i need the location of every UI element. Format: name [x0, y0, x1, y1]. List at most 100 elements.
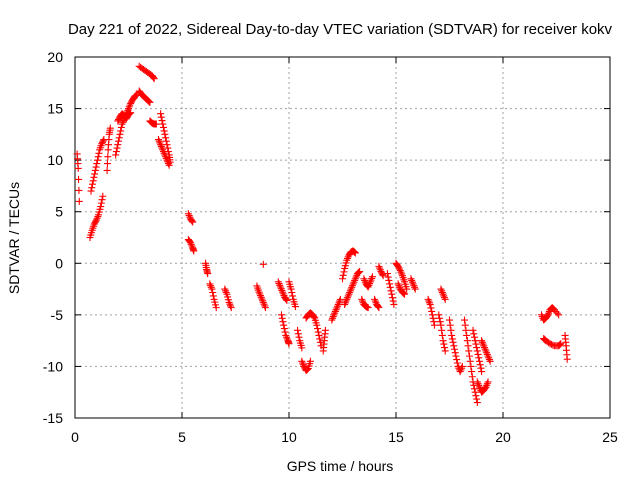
x-tick-label: 20: [495, 429, 511, 445]
data-point: [146, 98, 154, 106]
data-point: [475, 354, 483, 362]
data-point: [555, 311, 563, 319]
data-point: [448, 335, 456, 343]
data-point: [315, 331, 323, 339]
data-point: [446, 316, 453, 324]
data-point: [367, 276, 375, 284]
data-point: [348, 282, 356, 290]
data-point: [339, 271, 347, 279]
data-point: [411, 285, 419, 293]
data-point: [343, 295, 351, 303]
data-point: [204, 270, 212, 278]
data-point: [462, 326, 470, 334]
data-point: [470, 333, 478, 341]
data-point: [439, 337, 447, 345]
data-point: [340, 268, 348, 276]
data-point: [368, 273, 376, 281]
data-point: [187, 239, 195, 247]
data-point: [387, 287, 395, 295]
data-point: [336, 297, 344, 305]
data-point: [89, 177, 97, 185]
data-point: [431, 321, 439, 329]
data-point: [334, 302, 342, 310]
data-point: [155, 137, 163, 145]
data-point: [310, 313, 318, 321]
data-point: [331, 307, 339, 315]
data-point: [360, 275, 368, 283]
data-point: [385, 276, 393, 284]
data-point: [299, 359, 307, 367]
data-point: [104, 153, 112, 161]
data-point: [394, 280, 402, 288]
data-point: [368, 274, 376, 282]
y-tick-label: 20: [47, 49, 63, 65]
data-point: [126, 109, 134, 117]
data-point: [113, 144, 121, 152]
data-point: [458, 364, 466, 372]
y-tick-label: -15: [43, 410, 63, 426]
data-point: [159, 120, 167, 128]
data-point: [365, 281, 373, 289]
data-point: [481, 345, 489, 353]
data-point: [426, 301, 434, 309]
data-point: [351, 276, 359, 284]
data-point: [314, 325, 322, 333]
data-point: [483, 349, 491, 357]
data-point: [289, 292, 297, 300]
data-point: [279, 318, 287, 326]
data-point: [473, 399, 481, 407]
data-point: [339, 275, 346, 283]
data-point: [93, 214, 101, 222]
data-point: [329, 314, 337, 322]
data-point: [256, 292, 264, 300]
data-point: [329, 313, 337, 321]
data-point: [342, 297, 350, 305]
data-point: [355, 268, 363, 276]
data-point: [384, 273, 392, 281]
data-point: [163, 156, 171, 164]
data-point: [259, 298, 267, 306]
data-point: [116, 130, 124, 138]
data-point: [91, 170, 99, 178]
data-point: [276, 283, 284, 291]
data-point: [429, 314, 437, 322]
data-point: [343, 294, 351, 302]
data-point: [276, 281, 284, 289]
data-point: [471, 337, 479, 345]
data-point: [190, 247, 198, 255]
data-point: [206, 280, 214, 288]
data-point: [466, 357, 474, 365]
data-point: [282, 331, 290, 339]
data-point: [366, 278, 374, 286]
data-point: [469, 326, 477, 334]
data-point: [399, 289, 407, 297]
data-point: [162, 137, 170, 145]
data-point: [92, 216, 100, 224]
data-point: [92, 217, 100, 225]
data-point: [483, 380, 491, 388]
data-point: [95, 149, 103, 157]
data-point: [428, 311, 436, 319]
data-point: [438, 326, 446, 334]
data-point: [157, 110, 165, 118]
plot-frame: [74, 56, 611, 419]
data-point: [349, 280, 357, 288]
data-point: [472, 340, 480, 348]
data-point: [468, 373, 476, 381]
data-point: [278, 311, 286, 319]
data-point: [304, 365, 312, 373]
data-point: [145, 98, 153, 106]
data-point: [440, 292, 448, 300]
data-point: [335, 299, 343, 307]
data-point: [94, 213, 102, 221]
data-point: [162, 134, 170, 142]
data-point: [407, 275, 415, 283]
data-point: [316, 338, 324, 346]
data-point: [255, 288, 263, 296]
data-point: [333, 304, 341, 312]
data-point: [279, 288, 287, 296]
data-point: [274, 278, 282, 286]
data-point: [447, 326, 455, 334]
data-point: [345, 290, 353, 298]
data-point: [154, 136, 162, 144]
